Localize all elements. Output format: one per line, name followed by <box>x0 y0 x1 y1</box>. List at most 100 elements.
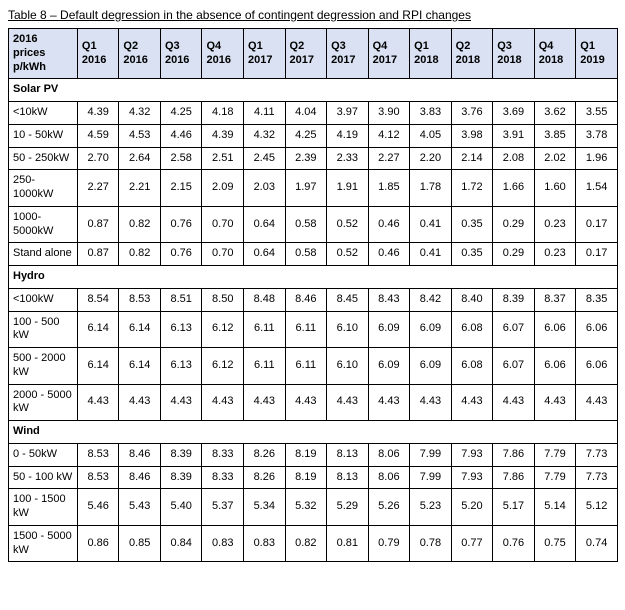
cell-value: 5.40 <box>160 489 202 526</box>
cell-value: 8.53 <box>77 466 119 489</box>
cell-value: 0.58 <box>285 206 327 243</box>
header-first: 2016 prices p/kWh <box>9 29 78 79</box>
cell-value: 0.23 <box>534 243 576 266</box>
cell-value: 0.23 <box>534 206 576 243</box>
cell-value: 8.13 <box>327 443 369 466</box>
cell-value: 0.76 <box>160 243 202 266</box>
cell-value: 1.54 <box>576 170 618 207</box>
cell-value: 4.59 <box>77 124 119 147</box>
cell-value: 8.19 <box>285 466 327 489</box>
cell-value: 8.26 <box>244 443 286 466</box>
cell-value: 3.91 <box>493 124 535 147</box>
cell-value: 6.08 <box>451 348 493 385</box>
cell-value: 8.48 <box>244 288 286 311</box>
cell-value: 1.91 <box>327 170 369 207</box>
cell-value: 6.12 <box>202 348 244 385</box>
table-row: 1500 - 5000 kW0.860.850.840.830.830.820.… <box>9 525 618 562</box>
cell-value: 4.25 <box>160 102 202 125</box>
cell-value: 4.43 <box>202 384 244 421</box>
cell-value: 0.35 <box>451 243 493 266</box>
row-label: 100 - 1500 kW <box>9 489 78 526</box>
cell-value: 3.98 <box>451 124 493 147</box>
header-col: Q32016 <box>160 29 202 79</box>
cell-value: 8.46 <box>119 443 161 466</box>
cell-value: 0.46 <box>368 243 410 266</box>
cell-value: 0.29 <box>493 206 535 243</box>
cell-value: 2.33 <box>327 147 369 170</box>
cell-value: 4.39 <box>202 124 244 147</box>
cell-value: 3.76 <box>451 102 493 125</box>
cell-value: 3.85 <box>534 124 576 147</box>
cell-value: 0.87 <box>77 243 119 266</box>
cell-value: 2.70 <box>77 147 119 170</box>
cell-value: 0.76 <box>160 206 202 243</box>
row-label: 500 - 2000 kW <box>9 348 78 385</box>
cell-value: 1.85 <box>368 170 410 207</box>
cell-value: 6.14 <box>119 348 161 385</box>
cell-value: 5.34 <box>244 489 286 526</box>
cell-value: 8.06 <box>368 466 410 489</box>
table-body: Solar PV<10kW4.394.324.254.184.114.043.9… <box>9 79 618 562</box>
cell-value: 8.40 <box>451 288 493 311</box>
cell-value: 6.14 <box>77 348 119 385</box>
cell-value: 0.76 <box>493 525 535 562</box>
cell-value: 7.86 <box>493 466 535 489</box>
cell-value: 0.41 <box>410 206 452 243</box>
row-label: 50 - 100 kW <box>9 466 78 489</box>
cell-value: 7.99 <box>410 466 452 489</box>
cell-value: 4.25 <box>285 124 327 147</box>
table-row: 1000-5000kW0.870.820.760.700.640.580.520… <box>9 206 618 243</box>
cell-value: 0.78 <box>410 525 452 562</box>
cell-value: 5.20 <box>451 489 493 526</box>
row-label: <10kW <box>9 102 78 125</box>
cell-value: 2.15 <box>160 170 202 207</box>
cell-value: 0.29 <box>493 243 535 266</box>
cell-value: 2.21 <box>119 170 161 207</box>
cell-value: 7.93 <box>451 443 493 466</box>
cell-value: 2.27 <box>368 147 410 170</box>
cell-value: 7.73 <box>576 466 618 489</box>
cell-value: 4.18 <box>202 102 244 125</box>
cell-value: 2.09 <box>202 170 244 207</box>
cell-value: 2.51 <box>202 147 244 170</box>
cell-value: 2.08 <box>493 147 535 170</box>
table-row: 250-1000kW2.272.212.152.092.031.971.911.… <box>9 170 618 207</box>
header-col: Q12018 <box>410 29 452 79</box>
cell-value: 4.43 <box>327 384 369 421</box>
cell-value: 2.64 <box>119 147 161 170</box>
cell-value: 4.43 <box>244 384 286 421</box>
cell-value: 4.43 <box>368 384 410 421</box>
cell-value: 0.75 <box>534 525 576 562</box>
cell-value: 6.06 <box>576 311 618 348</box>
cell-value: 5.17 <box>493 489 535 526</box>
cell-value: 6.09 <box>410 348 452 385</box>
cell-value: 4.43 <box>119 384 161 421</box>
cell-value: 8.45 <box>327 288 369 311</box>
cell-value: 0.64 <box>244 243 286 266</box>
cell-value: 6.11 <box>285 311 327 348</box>
cell-value: 1.66 <box>493 170 535 207</box>
cell-value: 0.64 <box>244 206 286 243</box>
cell-value: 6.10 <box>327 311 369 348</box>
table-row: 10 - 50kW4.594.534.464.394.324.254.194.1… <box>9 124 618 147</box>
table-title: Table 8 – Default degression in the abse… <box>8 8 617 22</box>
section-header: Hydro <box>9 266 618 289</box>
row-label: 1000-5000kW <box>9 206 78 243</box>
cell-value: 5.14 <box>534 489 576 526</box>
row-label: 10 - 50kW <box>9 124 78 147</box>
cell-value: 8.37 <box>534 288 576 311</box>
cell-value: 8.46 <box>285 288 327 311</box>
cell-value: 0.77 <box>451 525 493 562</box>
cell-value: 8.39 <box>493 288 535 311</box>
cell-value: 6.07 <box>493 311 535 348</box>
cell-value: 8.26 <box>244 466 286 489</box>
table-row: 100 - 1500 kW5.465.435.405.375.345.325.2… <box>9 489 618 526</box>
cell-value: 3.90 <box>368 102 410 125</box>
cell-value: 8.43 <box>368 288 410 311</box>
cell-value: 6.06 <box>534 311 576 348</box>
cell-value: 2.27 <box>77 170 119 207</box>
header-col: Q22017 <box>285 29 327 79</box>
cell-value: 4.46 <box>160 124 202 147</box>
row-label: 2000 - 5000 kW <box>9 384 78 421</box>
cell-value: 5.12 <box>576 489 618 526</box>
